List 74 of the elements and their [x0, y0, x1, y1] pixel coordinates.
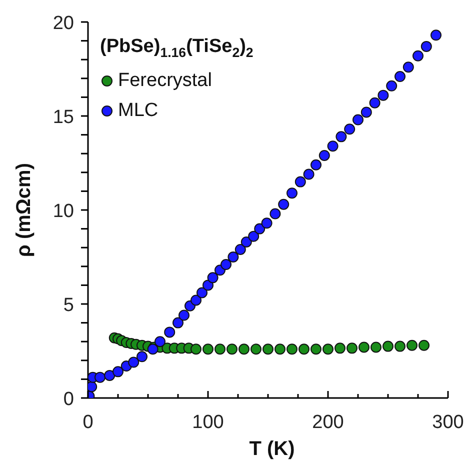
- point: [202, 344, 214, 355]
- point: [298, 344, 310, 355]
- point: [418, 340, 430, 351]
- point: [352, 114, 364, 126]
- point: [190, 294, 202, 306]
- legend-title: (PbSe)$_{1.16}$(TiSe$_{2}$)$_{2}$: [100, 36, 254, 60]
- point: [254, 223, 266, 234]
- point: [207, 272, 218, 284]
- point: [286, 344, 298, 355]
- point: [358, 342, 370, 353]
- point: [136, 351, 148, 362]
- point: [322, 344, 334, 355]
- point: [240, 236, 252, 248]
- point: [310, 159, 322, 170]
- point: [378, 90, 389, 101]
- point: [318, 150, 330, 161]
- legend-label: Ferecrystal: [117, 68, 213, 93]
- point: [334, 342, 346, 354]
- x-tick-label: 300: [432, 412, 464, 433]
- point: [250, 344, 262, 355]
- point: [294, 176, 306, 188]
- point: [303, 168, 314, 180]
- point: [220, 259, 232, 270]
- point: [261, 218, 272, 229]
- y-tick-label: 15: [52, 107, 74, 128]
- y-tick-label: 20: [52, 13, 74, 34]
- point: [228, 252, 239, 262]
- y-tick-label: 5: [63, 295, 74, 316]
- point: [430, 30, 442, 41]
- point: [248, 230, 260, 242]
- point: [112, 366, 124, 378]
- point: [412, 50, 424, 62]
- point: [278, 198, 290, 210]
- point: [386, 80, 398, 92]
- point: [128, 356, 140, 368]
- point: [196, 287, 208, 298]
- x-axis-title: T (K): [249, 438, 295, 460]
- point: [164, 326, 176, 338]
- point: [238, 344, 250, 355]
- point: [262, 344, 274, 355]
- point: [310, 344, 322, 355]
- point: [394, 71, 406, 82]
- point: [420, 40, 432, 52]
- point: [214, 344, 226, 355]
- point: [402, 62, 414, 73]
- point: [382, 340, 394, 352]
- x-tick-label: 200: [312, 412, 344, 433]
- point: [344, 124, 356, 135]
- point: [394, 340, 406, 352]
- point: [360, 106, 372, 118]
- point: [270, 208, 281, 220]
- point: [274, 344, 286, 355]
- point: [178, 310, 190, 321]
- point: [346, 342, 358, 354]
- y-axis-title: ρ (mΩcm): [13, 163, 35, 257]
- point: [336, 131, 347, 142]
- point: [226, 344, 238, 355]
- point: [327, 140, 338, 152]
- point: [94, 372, 106, 383]
- point: [190, 344, 202, 355]
- point: [172, 317, 184, 328]
- y-tick-label: 10: [52, 201, 74, 222]
- x-tick-label: 0: [82, 412, 94, 433]
- point: [202, 280, 214, 291]
- point: [154, 336, 166, 348]
- point: [104, 370, 116, 381]
- point: [234, 244, 246, 255]
- point: [286, 188, 298, 199]
- y-tick-label: 0: [63, 389, 74, 410]
- point: [406, 340, 418, 351]
- x-tick-label: 100: [192, 412, 224, 433]
- point: [370, 342, 382, 353]
- legend-label: MLC: [117, 98, 160, 123]
- point: [369, 97, 380, 108]
